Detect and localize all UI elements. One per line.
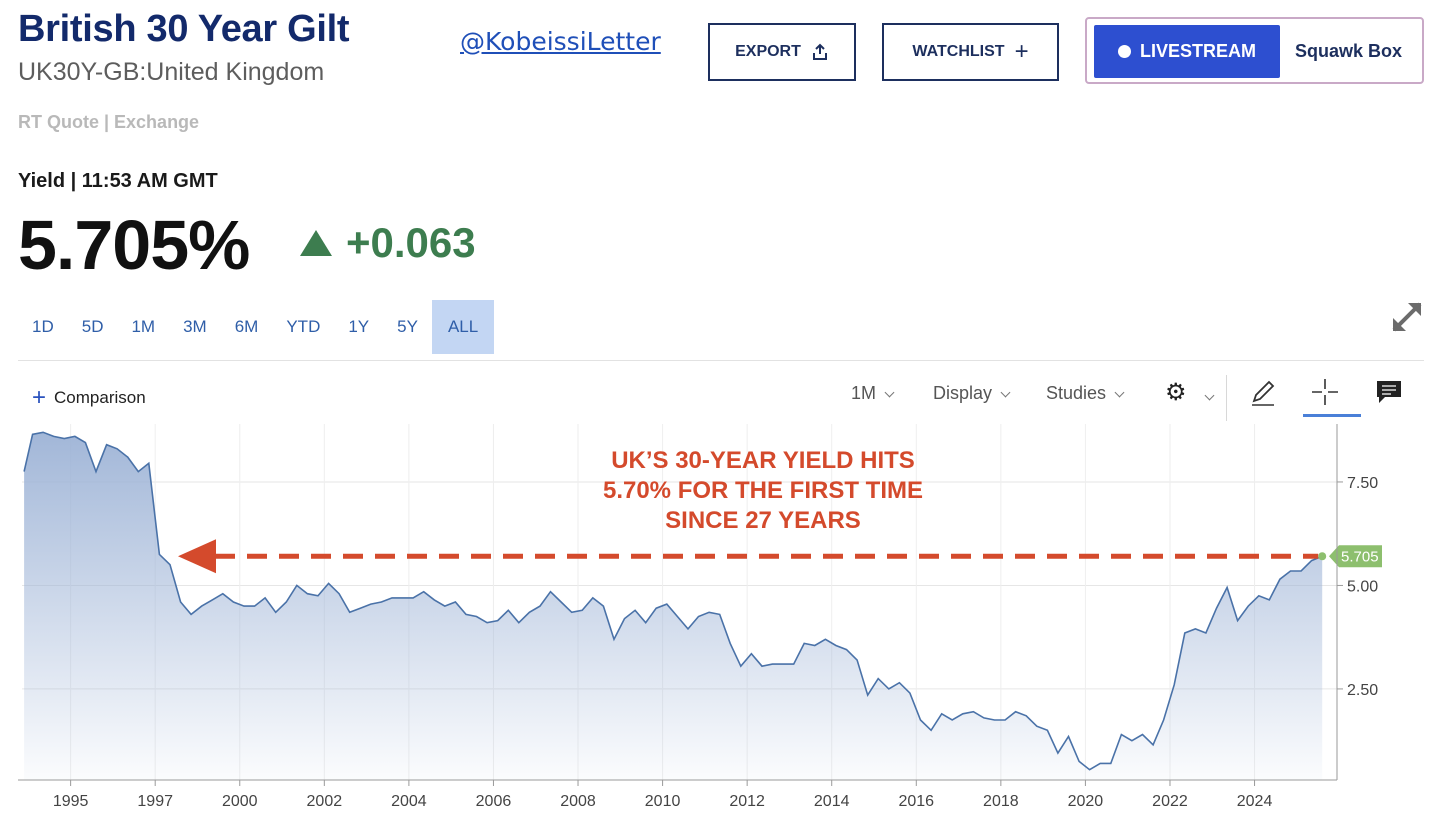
instrument-subtitle: UK30Y-GB:United Kingdom: [18, 58, 325, 86]
chevron-down-icon: [1204, 390, 1215, 401]
live-dot-icon: [1117, 45, 1131, 58]
range-button-6m[interactable]: 6M: [234, 317, 259, 336]
up-arrow-icon: [300, 230, 332, 256]
y-tick-label: 2.50: [1347, 682, 1378, 699]
y-tick-label: 5.00: [1347, 578, 1378, 595]
yield-timestamp: Yield | 11:53 AM GMT: [18, 170, 218, 192]
rt-quote-label: RT Quote | Exchange: [18, 112, 200, 132]
x-tick-label: 2012: [729, 793, 765, 810]
x-tick-label: 2022: [1152, 793, 1188, 810]
x-tick-label: 1995: [53, 793, 89, 810]
annotation-line-3: SINCE 27 YEARS: [665, 507, 861, 534]
interval-dropdown[interactable]: 1M: [851, 383, 895, 404]
watchlist-button[interactable]: WATCHLIST +: [882, 23, 1059, 81]
crosshair-active-indicator: [1303, 414, 1361, 417]
x-tick-label: 2018: [983, 793, 1019, 810]
display-label: Display: [933, 383, 993, 403]
chart-annotation: UK’S 30-YEAR YIELD HITS 5.70% FOR THE FI…: [560, 446, 966, 536]
livestream-button[interactable]: LIVESTREAM: [1094, 25, 1280, 78]
last-value-text: 5.705: [1341, 548, 1379, 565]
chevron-down-icon: [1114, 387, 1125, 398]
x-tick-label: 2002: [307, 793, 343, 810]
range-selector: 1D 5D 1M 3M 6M YTD 1Y 5Y ALL: [18, 300, 495, 354]
y-axis-ticks: 2.50 5.00 7.50: [1337, 475, 1378, 699]
chevron-down-icon: [1000, 387, 1011, 398]
livestream-panel: LIVESTREAM Squawk Box: [1085, 17, 1424, 84]
export-label: EXPORT: [735, 43, 801, 60]
x-tick-label: 2014: [814, 793, 850, 810]
gear-icon[interactable]: ⚙: [1165, 379, 1187, 406]
x-tick-label: 2008: [560, 793, 596, 810]
comparison-button[interactable]: + Comparison: [32, 386, 146, 410]
yield-chart: 5.705 2.50 5.00 7.50 1995 1997 2000 2002 2004 2…: [18, 424, 1382, 810]
range-button-1y[interactable]: 1Y: [348, 317, 370, 336]
range-button-5y[interactable]: 5Y: [397, 317, 418, 336]
interval-label: 1M: [851, 383, 877, 403]
range-button-3m[interactable]: 3M: [183, 317, 207, 336]
x-tick-label: 2000: [222, 793, 258, 810]
range-button-5d[interactable]: 5D: [81, 317, 104, 336]
range-button-1d[interactable]: 1D: [32, 317, 54, 336]
chevron-down-icon: [884, 387, 895, 398]
author-handle-link[interactable]: @KobeissiLetter: [460, 27, 661, 56]
reference-arrow-head: [178, 539, 216, 574]
y-tick-label: 7.50: [1347, 475, 1378, 492]
pencil-icon[interactable]: [1248, 377, 1278, 407]
annotation-line-2: 5.70% FOR THE FIRST TIME: [602, 477, 924, 504]
toolbar-divider: [18, 360, 1424, 361]
x-tick-label: 2010: [645, 793, 681, 810]
crosshair-icon[interactable]: [1310, 377, 1340, 407]
range-button-all[interactable]: ALL: [431, 300, 495, 354]
yield-series-line: [23, 431, 1323, 771]
toolbar-separator: [1226, 375, 1227, 421]
page-title: British 30 Year Gilt: [18, 8, 350, 50]
expand-icon[interactable]: [1388, 298, 1426, 336]
x-tick-label: 2004: [391, 793, 427, 810]
x-axis-ticks: 1995 1997 2000 2002 2004 2006 2008 2010 2012 2014…: [53, 780, 1273, 810]
yield-change: +0.063: [346, 219, 476, 266]
plus-icon: +: [1014, 38, 1029, 65]
range-button-ytd[interactable]: YTD: [286, 317, 321, 336]
studies-dropdown[interactable]: Studies: [1046, 383, 1125, 404]
livestream-label: LIVESTREAM: [1139, 41, 1256, 61]
plus-icon: +: [32, 384, 47, 411]
last-value-label: 5.705: [1329, 545, 1382, 568]
share-icon: [812, 43, 827, 60]
x-tick-label: 2024: [1237, 793, 1273, 810]
yield-value: 5.705%: [18, 206, 250, 284]
range-button-1m[interactable]: 1M: [131, 317, 156, 336]
yield-area-fill: [24, 432, 1323, 780]
last-value-dot: [1318, 552, 1327, 561]
x-tick-label: 1997: [137, 793, 173, 810]
display-dropdown[interactable]: Display: [933, 383, 1011, 404]
comment-icon[interactable]: [1374, 378, 1404, 406]
x-tick-label: 2020: [1068, 793, 1104, 810]
watchlist-label: WATCHLIST: [912, 43, 1005, 60]
x-tick-label: 2006: [476, 793, 512, 810]
annotation-line-1: UK’S 30-YEAR YIELD HITS: [611, 447, 915, 474]
squawk-box-link[interactable]: Squawk Box: [1295, 41, 1403, 61]
x-tick-label: 2016: [898, 793, 934, 810]
comparison-label: Comparison: [54, 388, 146, 407]
studies-label: Studies: [1046, 383, 1107, 403]
export-button[interactable]: EXPORT: [708, 23, 856, 81]
